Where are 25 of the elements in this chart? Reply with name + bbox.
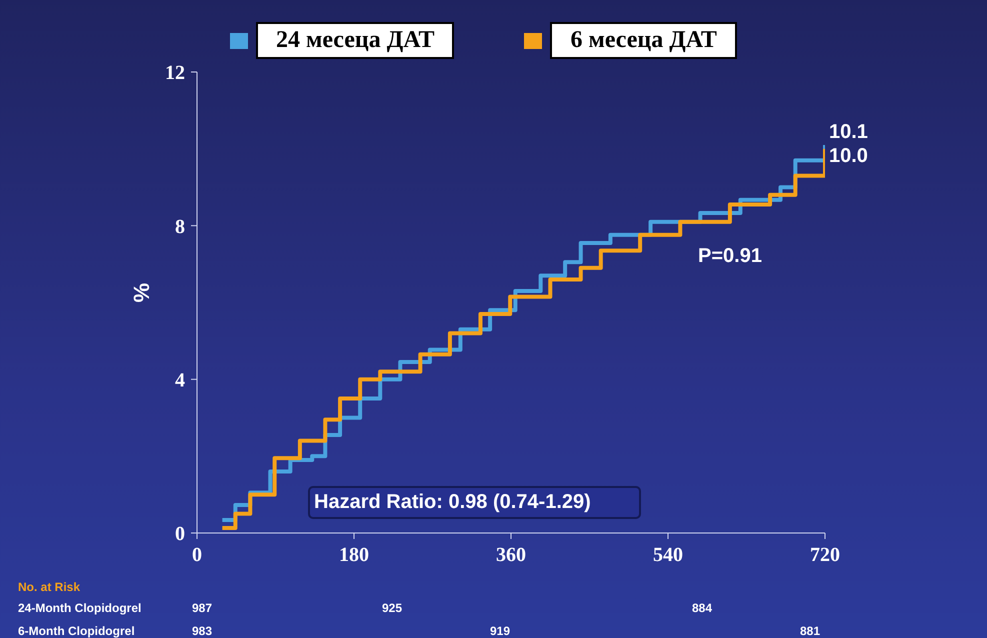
x-tick-label: 540 <box>653 544 683 566</box>
y-tick-label: 8 <box>175 216 185 238</box>
text: 6-Month Clopidogrel <box>18 624 135 638</box>
text: No. at Risk <box>18 580 80 594</box>
annotation: P=0.91 <box>698 245 762 268</box>
x-tick-label: 0 <box>192 544 202 566</box>
legend-label: 6 месеца ДАТ <box>550 22 737 59</box>
annotation: 10.0 <box>829 144 868 168</box>
text: 884 <box>692 601 712 615</box>
text: 24-Month Clopidogrel <box>18 601 142 615</box>
annotation: 10.1 <box>829 120 868 144</box>
x-tick-label: 720 <box>810 544 840 566</box>
y-tick-label: 12 <box>165 62 185 84</box>
y-axis-title: % <box>128 282 154 302</box>
y-tick-label: 0 <box>175 523 185 546</box>
text: 881 <box>800 624 820 638</box>
x-tick-label: 180 <box>339 544 369 566</box>
legend-label: 24 месеца ДАТ <box>256 22 454 59</box>
text: 983 <box>192 624 212 638</box>
annotation: Hazard Ratio: 0.98 (0.74-1.29) <box>308 486 641 519</box>
text: 987 <box>192 601 212 615</box>
text: 925 <box>382 601 402 615</box>
y-tick-label: 4 <box>175 369 185 392</box>
text: 919 <box>490 624 510 638</box>
x-tick-label: 360 <box>496 544 526 566</box>
